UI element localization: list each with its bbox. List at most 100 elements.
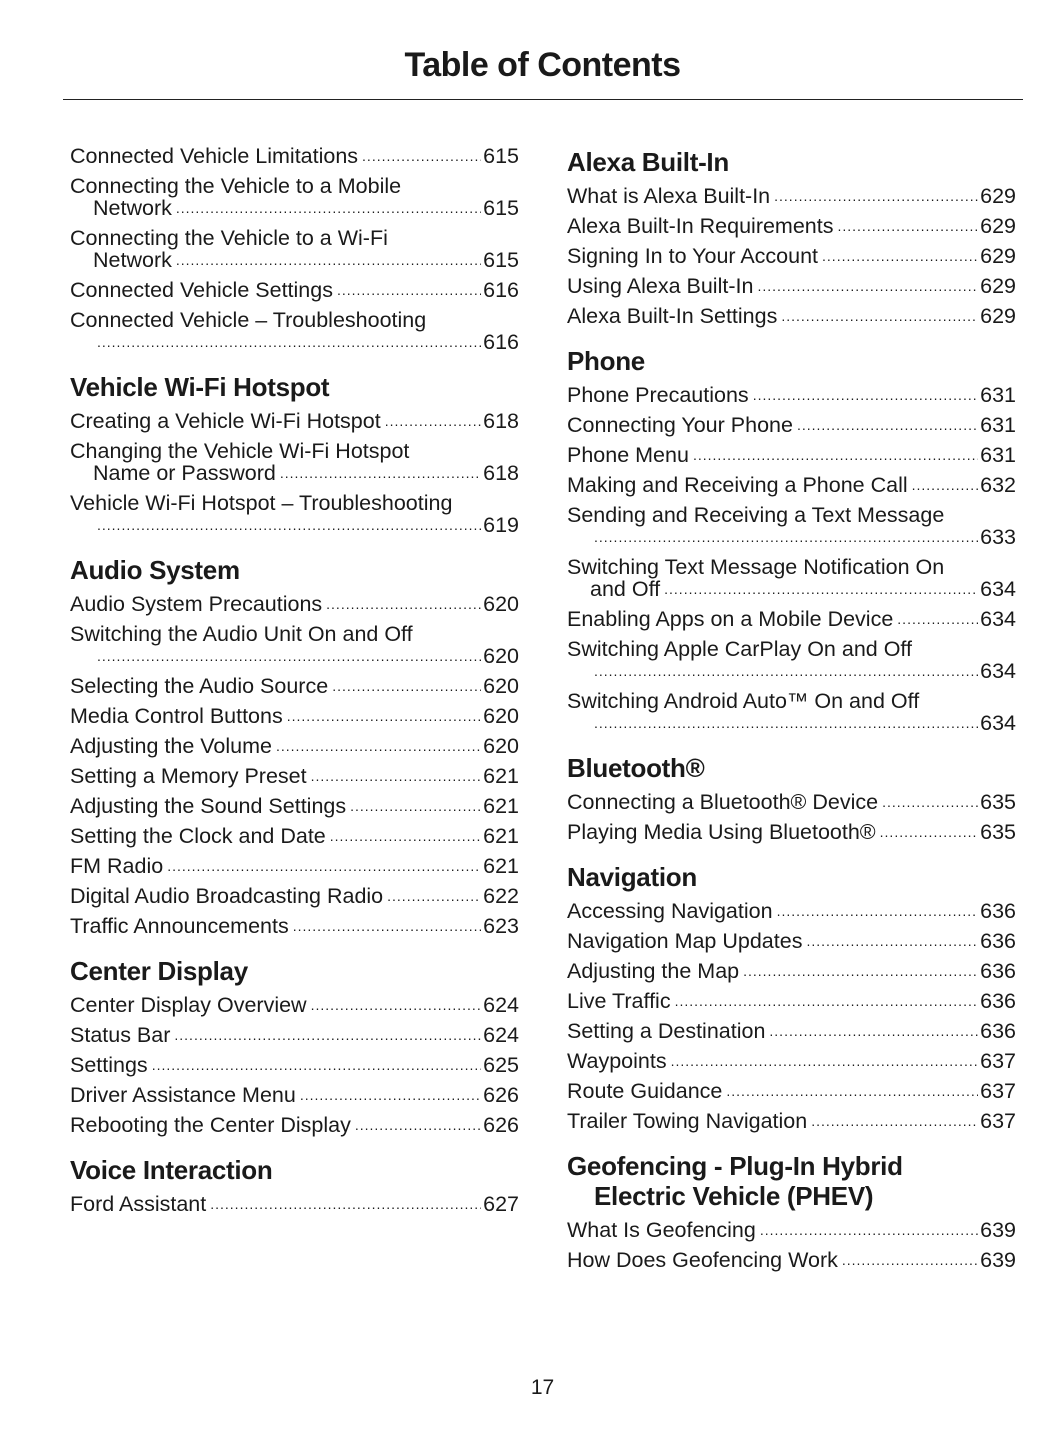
entry-page-number: 635	[980, 820, 1016, 844]
toc-entry[interactable]: FM Radio 621	[70, 855, 519, 877]
toc-entry[interactable]: Rebooting the Center Display 626	[70, 1114, 519, 1136]
entry-title-row: What is Alexa Built-In 629	[567, 185, 1016, 207]
entry-page-number: 629	[980, 274, 1016, 298]
toc-entry[interactable]: Adjusting the Volume 620	[70, 735, 519, 757]
toc-entry[interactable]: Accessing Navigation 636	[567, 900, 1016, 922]
toc-entry[interactable]: Changing the Vehicle Wi-Fi Hotspot Name o…	[70, 440, 519, 484]
toc-entry[interactable]: Connected Vehicle – Troubleshooting 616	[70, 309, 519, 353]
entry-page-number: 621	[483, 854, 519, 878]
toc-entry[interactable]: Connecting Your Phone 631	[567, 414, 1016, 436]
entry-page-number: 624	[483, 993, 519, 1017]
toc-entry[interactable]: Sending and Receiving a Text Message 633	[567, 504, 1016, 548]
toc-entry[interactable]: Vehicle Wi-Fi Hotspot – Troubleshooting 6…	[70, 492, 519, 536]
toc-entry[interactable]: Audio System Precautions 620	[70, 593, 519, 615]
toc-entry[interactable]: Alexa Built-In Settings 629	[567, 305, 1016, 327]
entry-page-number: 616	[483, 330, 519, 354]
dot-leader	[387, 885, 481, 907]
entry-page-number: 620	[483, 644, 519, 668]
entry-page-number: 633	[980, 525, 1016, 549]
entry-title-row: Phone Menu 631	[567, 444, 1016, 466]
toc-entry[interactable]: Connecting the Vehicle to a Wi-Fi Network…	[70, 227, 519, 271]
entry-title-line: Audio System Precautions	[70, 592, 323, 616]
dot-leader	[594, 660, 978, 682]
entry-title-line: and Off	[590, 577, 661, 601]
toc-entry[interactable]: Setting a Destination 636	[567, 1020, 1016, 1042]
toc-entry[interactable]: Status Bar 624	[70, 1024, 519, 1046]
toc-entry[interactable]: Connecting a Bluetooth® Device 635	[567, 791, 1016, 813]
toc-entry[interactable]: Setting a Memory Preset 621	[70, 765, 519, 787]
toc-entry[interactable]: Creating a Vehicle Wi-Fi Hotspot 618	[70, 410, 519, 432]
entry-page-number: 637	[980, 1079, 1016, 1103]
toc-entry[interactable]: Switching the Audio Unit On and Off 620	[70, 623, 519, 667]
toc-entry[interactable]: Traffic Announcements 623	[70, 915, 519, 937]
entry-title-line: Creating a Vehicle Wi-Fi Hotspot	[70, 409, 381, 433]
dot-leader	[880, 821, 978, 843]
toc-entry[interactable]: Digital Audio Broadcasting Radio 622	[70, 885, 519, 907]
toc-entry[interactable]: Settings 625	[70, 1054, 519, 1076]
dot-leader	[811, 1110, 978, 1132]
entry-title-line: How Does Geofencing Work	[567, 1248, 838, 1272]
toc-section: Voice Interaction Ford Assistant 627	[70, 1155, 519, 1215]
entry-title-line: Setting a Destination	[567, 1019, 766, 1043]
entry-title-row: 634	[567, 712, 1016, 734]
entry-page-number: 620	[483, 734, 519, 758]
toc-entry[interactable]: Phone Precautions 631	[567, 384, 1016, 406]
entry-title-line: Switching Android Auto™ On and Off	[567, 689, 920, 713]
dot-leader	[671, 1050, 979, 1072]
entry-title-row: How Does Geofencing Work 639	[567, 1249, 1016, 1271]
entry-title-row: 620	[70, 645, 519, 667]
entry-page-number: 631	[980, 383, 1016, 407]
toc-entry[interactable]: Switching Text Message Notification On an…	[567, 556, 1016, 600]
entry-title-row: Selecting the Audio Source 620	[70, 675, 519, 697]
toc-entry[interactable]: Connected Vehicle Limitations 615	[70, 145, 519, 167]
toc-entry[interactable]: Trailer Towing Navigation 637	[567, 1110, 1016, 1132]
toc-entry[interactable]: Enabling Apps on a Mobile Device 634	[567, 608, 1016, 630]
toc-entry[interactable]: Switching Android Auto™ On and Off 634	[567, 690, 1016, 734]
toc-entry[interactable]: Driver Assistance Menu 626	[70, 1084, 519, 1106]
toc-entry[interactable]: Route Guidance 637	[567, 1080, 1016, 1102]
toc-entry[interactable]: Phone Menu 631	[567, 444, 1016, 466]
entry-page-number: 621	[483, 764, 519, 788]
entry-page-number: 632	[980, 473, 1016, 497]
toc-entry[interactable]: What Is Geofencing 639	[567, 1219, 1016, 1241]
toc-entry[interactable]: Live Traffic 636	[567, 990, 1016, 1012]
entry-title-line: Connected Vehicle Limitations	[70, 144, 359, 168]
toc-entry[interactable]: Connecting the Vehicle to a Mobile Networ…	[70, 175, 519, 219]
entry-title-line: Alexa Built-In Settings	[567, 304, 778, 328]
dot-leader	[664, 578, 978, 600]
toc-entry[interactable]: Waypoints 637	[567, 1050, 1016, 1072]
section-heading: Audio System	[70, 555, 519, 585]
toc-entry[interactable]: Setting the Clock and Date 621	[70, 825, 519, 847]
toc-entry[interactable]: Switching Apple CarPlay On and Off 634	[567, 638, 1016, 682]
entry-page-number: 636	[980, 989, 1016, 1013]
entry-title-line: Waypoints	[567, 1049, 667, 1073]
entry-title-line: Adjusting the Sound Settings	[70, 794, 347, 818]
toc-entry[interactable]: What is Alexa Built-In 629	[567, 185, 1016, 207]
entry-title-line: Switching Apple CarPlay On and Off	[567, 637, 912, 661]
toc-entry[interactable]: Using Alexa Built-In 629	[567, 275, 1016, 297]
toc-entry[interactable]: Connected Vehicle Settings 616	[70, 279, 519, 301]
toc-entry[interactable]: Adjusting the Sound Settings 621	[70, 795, 519, 817]
toc-entry[interactable]: Making and Receiving a Phone Call 632	[567, 474, 1016, 496]
entry-title-row: Connected Vehicle Settings 616	[70, 279, 519, 301]
entry-title-row: Rebooting the Center Display 626	[70, 1114, 519, 1136]
entry-title-row: Ford Assistant 627	[70, 1193, 519, 1215]
toc-entry[interactable]: Selecting the Audio Source 620	[70, 675, 519, 697]
toc-entry[interactable]: Adjusting the Map 636	[567, 960, 1016, 982]
entry-page-number: 636	[980, 899, 1016, 923]
entry-page-number: 626	[483, 1083, 519, 1107]
toc-entry[interactable]: Media Control Buttons 620	[70, 705, 519, 727]
toc-entry[interactable]: Center Display Overview 624	[70, 994, 519, 1016]
entry-page-number: 639	[980, 1218, 1016, 1242]
toc-entry[interactable]: Navigation Map Updates 636	[567, 930, 1016, 952]
dot-leader	[912, 474, 979, 496]
toc-entry[interactable]: How Does Geofencing Work 639	[567, 1249, 1016, 1271]
entry-page-number: 615	[483, 196, 519, 220]
toc-entry[interactable]: Signing In to Your Account 629	[567, 245, 1016, 267]
entry-title-row: Digital Audio Broadcasting Radio 622	[70, 885, 519, 907]
toc-entry[interactable]: Playing Media Using Bluetooth® 635	[567, 821, 1016, 843]
toc-entry[interactable]: Ford Assistant 627	[70, 1193, 519, 1215]
entry-page-number: 627	[483, 1192, 519, 1216]
toc-entry[interactable]: Alexa Built-In Requirements 629	[567, 215, 1016, 237]
